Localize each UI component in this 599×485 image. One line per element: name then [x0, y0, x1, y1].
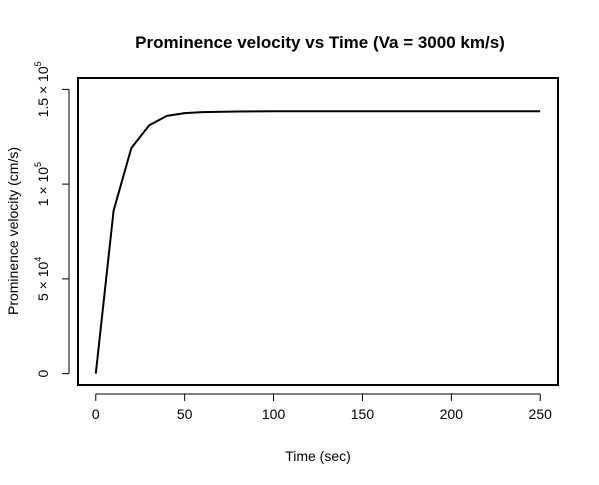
x-tick-label: 150: [351, 406, 375, 422]
y-tick-label: 0: [35, 370, 51, 378]
plot-area: [77, 77, 559, 386]
x-axis-label: Time (sec): [285, 448, 351, 464]
x-tick-label: 50: [177, 406, 193, 422]
x-tick-label: 200: [440, 406, 464, 422]
x-tick-label: 0: [92, 406, 100, 422]
x-tick-label: 250: [529, 406, 553, 422]
y-tick-label: 1.5 × 105: [33, 61, 51, 117]
series-group: [94, 110, 541, 374]
x-tick-label: 100: [262, 406, 286, 422]
x-axis: 0 50 100 150 200 250: [92, 393, 553, 422]
y-tick-label: 5 × 104: [33, 257, 51, 301]
y-tick-label: 1 × 105: [33, 162, 51, 206]
y-axis-label: Prominence velocity (cm/s): [5, 147, 21, 315]
series-line: [94, 110, 541, 374]
chart-title: Prominence velocity vs Time (Va = 3000 k…: [135, 33, 505, 52]
y-axis: 0 5 × 104 1 × 105 1.5 × 105: [33, 61, 70, 378]
